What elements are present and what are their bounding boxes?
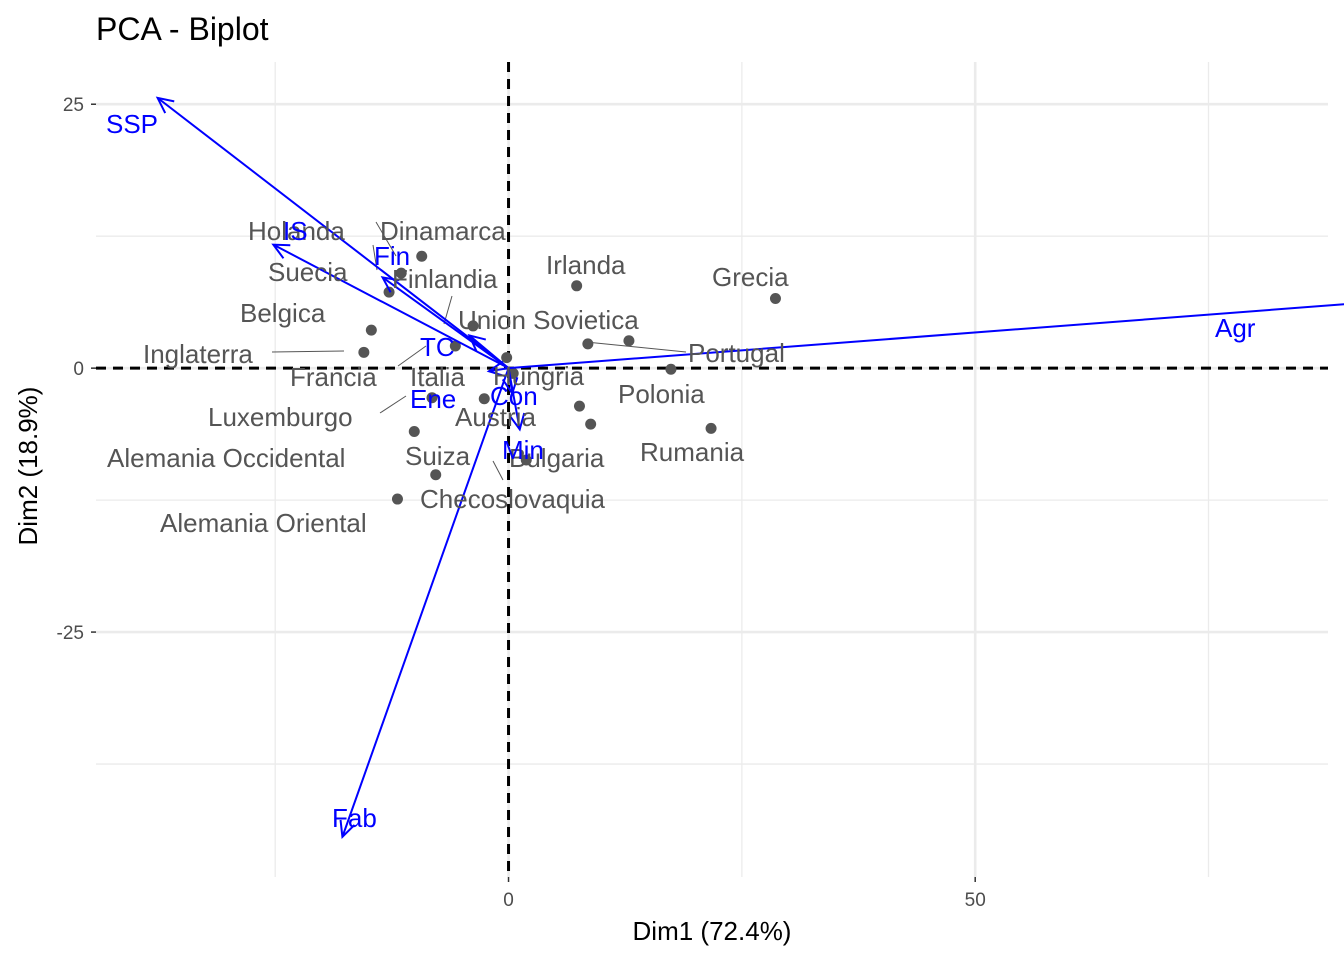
label-bulgaria: Bulgaria [509,443,605,473]
y-axis-title: Dim2 (18.9%) [13,387,43,546]
point-checoslovaquia [520,454,532,466]
arrow-min [501,368,519,396]
label-rumania: Rumania [640,437,745,467]
point-alemania-oriental [391,493,403,505]
arrow-head-is [271,243,291,259]
label-suecia: Suecia [268,257,348,287]
label-irlanda: Irlanda [546,250,626,280]
arrow-head-ssp [155,96,175,114]
point-grecia [769,292,781,304]
point-suiza [430,469,442,481]
minor-grid [96,62,1328,877]
y-tick-label: -25 [57,623,84,644]
label-suiza: Suiza [405,441,471,471]
arrow-shaft-fab [341,367,510,838]
label-belgica: Belgica [240,298,326,328]
arrow-shaft-min [507,368,514,394]
label-luxemburgo: Luxemburgo [208,402,353,432]
point-rumania [705,422,717,434]
arrow-is [271,243,509,370]
arrow-head-fin [380,276,400,293]
label-holanda: Holanda [248,216,345,246]
point-suecia [383,286,395,298]
arrow-head-tc [467,333,487,352]
point-holanda [395,267,407,279]
connector-dinamarca [375,221,397,257]
arrow-head-con [508,412,526,432]
reference-lines [96,62,1328,877]
var-label-fin: Fin [374,241,410,271]
x-axis-title: Dim1 (72.4%) [633,916,792,946]
point-portugal [623,335,635,347]
point-finlandia [467,320,479,332]
arrow-shaft-ssp [156,97,510,369]
y-tick-label: 0 [73,359,84,380]
observation-points [358,250,781,505]
arrow-ssp [155,96,510,369]
point-belgica [365,324,377,336]
label-dinamarca: Dinamarca [380,216,506,246]
x-tick-label: 0 [503,890,514,911]
connector-inglaterra [271,350,345,353]
var-label-con: Con [490,381,538,411]
chart-title: PCA - Biplot [96,11,269,47]
label-polonia: Polonia [618,379,705,409]
var-label-is: IS [283,216,308,246]
arrow-head-fab [339,819,356,840]
label-finlandia: Finlandia [392,264,498,294]
arrow-agr [508,303,1344,370]
point-irlanda [571,280,583,292]
point-union-sovietica [582,338,594,350]
arrow-shaft-fin [381,276,510,369]
label-portugal: Portugal [688,338,785,368]
x-axis-ticks: 0 50 [503,877,986,911]
arrow-shaft-agr [508,303,1344,370]
point-austria [573,400,585,412]
arrow-shaft-is [272,243,509,370]
point-dinamarca [416,250,428,262]
point-inglaterra [358,346,370,358]
point-francia [449,340,461,352]
label-inglaterra: Inglaterra [143,339,253,369]
arrow-fin [380,276,510,369]
arrow-ene [486,360,509,378]
var-label-min: Min [502,435,544,465]
var-label-tc: TC [420,332,455,362]
point-alemania-occidental [408,425,420,437]
var-label-ssp: SSP [106,109,158,139]
var-label-fab: Fab [332,803,377,833]
arrow-head-min [501,376,519,396]
label-italia: Italia [410,362,465,392]
arrow-shaft-ene [488,367,509,373]
point-unlabeled [478,393,490,405]
point-polonia [665,363,677,375]
connector-luxemburgo [379,395,407,414]
observation-labels: Dinamarca Holanda Suecia Finlandia Irlanda Gr… [107,216,789,538]
point-italia [501,352,513,364]
connector-checoslovaquia [492,460,504,481]
y-tick-label: 25 [63,95,84,116]
arrow-head-ene [486,360,506,378]
label-francia: Francia [290,362,377,392]
label-checoslovaquia: Checoslovaquia [420,484,606,514]
label-hungria: Hungria [493,361,585,391]
connector-francia [397,345,427,367]
variable-labels: SSP IS Fin TC Agr Ene Con Min Fab [106,109,1256,833]
x-tick-label: 50 [965,890,986,911]
point-bulgaria [585,418,597,430]
label-alemania-oriental: Alemania Oriental [160,508,367,538]
point-luxemburgo [426,392,438,404]
label-union-sovietica: Union Sovietica [458,305,639,335]
label-austria: Austria [455,402,536,432]
label-grecia: Grecia [712,262,789,292]
arrow-fab [339,367,510,840]
var-label-ene: Ene [410,384,456,414]
y-axis-ticks: -25 0 25 [57,95,96,644]
var-label-agr: Agr [1215,313,1256,343]
variable-arrows [155,96,1344,840]
label-alemania-occidental: Alemania Occidental [107,443,345,473]
connector-portugal [585,341,687,353]
